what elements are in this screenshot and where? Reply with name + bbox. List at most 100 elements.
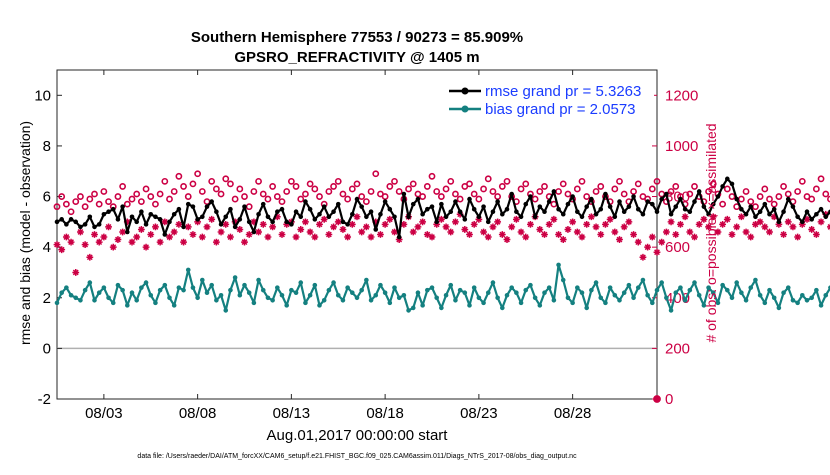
rmse-point [96,222,102,227]
obs-assimilated-point [297,226,305,233]
obs-assimilated-point [320,215,328,223]
bias-point [659,280,664,285]
obs-possible-point [133,190,141,198]
bias-point [462,290,468,296]
obs-assimilated-point [475,215,483,223]
obs-assimilated-point [348,220,356,228]
bias-point [143,280,149,285]
rmse-point [260,201,266,207]
y-axis-label-left: rmse and bias (model - observation) [17,121,33,345]
obs-assimilated-point [222,220,230,228]
rmse-point [54,219,60,225]
rmse-point [743,211,749,217]
rmse-point [317,211,322,217]
legend-bias-label: bias grand pr = 2.0573 [485,101,636,118]
obs-assimilated-point [128,238,136,246]
rmse-point [706,211,711,217]
obs-assimilated-point [616,236,623,243]
legend-rmse-marker [461,87,469,95]
obs-assimilated-point [180,238,187,246]
obs-assimilated-point [719,220,727,228]
bias-point [453,298,458,303]
rmse-point [481,204,486,209]
rmse-point [734,196,739,202]
obs-possible-point [156,190,164,198]
y-tick-label-left: -2 [38,391,51,408]
obs-possible-point [653,177,661,185]
rmse-point [485,219,491,225]
rmse-point [181,224,186,230]
bias-point [223,308,229,313]
obs-assimilated-point [137,226,145,233]
rmse-point [682,206,688,212]
bias-point [593,280,599,285]
obs-assimilated-point [489,223,497,231]
obs-possible-point [433,188,441,195]
rmse-point [373,227,379,232]
obs-possible-point [559,180,567,188]
bias-point [214,298,219,303]
obs-assimilated-point [592,223,600,231]
obs-assimilated-point [334,218,342,226]
obs-assimilated-point [156,238,164,246]
rmse-point [415,196,421,202]
bias-point [429,285,435,290]
rmse-point [401,191,407,197]
rmse-point [453,199,458,204]
bias-point [518,300,524,306]
y-tick-label-right: 600 [665,239,690,256]
obs-possible-point [517,185,525,193]
obs-assimilated-point [728,231,736,238]
obs-assimilated-point [498,231,506,238]
bias-point [607,285,613,290]
bias-point [82,287,88,293]
obs-assimilated-point [58,246,66,254]
obs-possible-point [437,193,445,200]
obs-assimilated-point [644,243,652,251]
obs-assimilated-point [306,228,314,236]
obs-assimilated-point [170,228,178,236]
bias-point [340,298,346,303]
obs-possible-point [812,185,820,193]
obs-possible-point [212,185,220,193]
bias-point [345,285,350,290]
obs-assimilated-point [95,238,103,246]
rmse-point [598,206,604,212]
obs-assimilated-point [344,233,352,241]
obs-assimilated-point [203,223,211,231]
bias-point [551,298,557,303]
obs-possible-point [578,177,586,185]
bias-point [396,295,402,301]
rmse-point [654,209,660,215]
obs-possible-point [208,177,216,185]
obs-possible-point [447,177,455,185]
bias-point [485,290,491,296]
rmse-point [425,206,430,212]
bias-point [818,303,824,308]
y-tick-label-left: 10 [34,87,51,104]
obs-assimilated-point [536,226,544,233]
obs-possible-point [564,190,572,198]
obs-assimilated-point [662,228,670,236]
bias-point [242,282,247,288]
rmse-point [471,206,477,212]
obs-possible-point [306,180,314,188]
rmse-point [762,201,768,207]
bias-point [734,280,739,285]
rmse-point [396,234,402,240]
bias-point [87,280,93,285]
obs-assimilated-point [377,231,384,238]
obs-assimilated-point [573,228,581,236]
rmse-point [771,206,777,212]
bias-point [425,287,430,293]
rmse-point [542,209,547,215]
obs-possible-point [77,193,84,200]
rmse-point [214,209,219,215]
obs-possible-point [166,195,173,203]
obs-assimilated-point [198,233,206,241]
obs-assimilated-point [259,220,267,228]
obs-possible-point [723,185,731,193]
bias-point [284,303,289,308]
bias-point [575,285,580,290]
bias-point [185,267,191,273]
